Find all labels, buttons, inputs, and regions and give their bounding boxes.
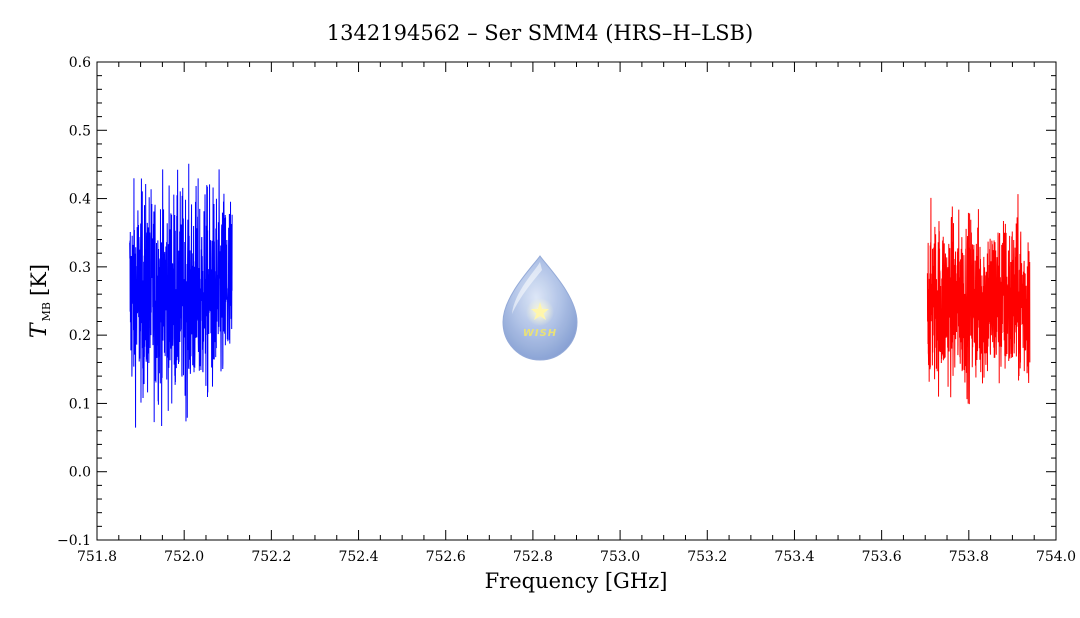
y-axis-title-unit: [K] bbox=[27, 264, 51, 296]
axis-ticks bbox=[96, 61, 1057, 541]
x-tick-labels: 751.8 752.0 752.2 752.4 752.6 752.8 753.0 753.2… bbox=[77, 549, 1076, 565]
y-tick-label: −0.1 bbox=[57, 533, 91, 549]
x-tick-label: 753.4 bbox=[774, 549, 814, 565]
star-icon bbox=[531, 302, 549, 320]
y-tick-label: 0.0 bbox=[69, 465, 91, 481]
y-tick-labels: −0.1 0.0 0.1 0.2 0.3 0.4 0.5 0.6 bbox=[57, 55, 91, 549]
x-tick-label: 753.6 bbox=[862, 549, 902, 565]
x-axis-title: Frequency [GHz] bbox=[485, 569, 668, 593]
y-tick-label: 0.4 bbox=[69, 192, 91, 208]
x-tick-label: 753.0 bbox=[600, 549, 640, 565]
x-tick-label: 752.4 bbox=[338, 549, 378, 565]
x-tick-label: 752.0 bbox=[164, 549, 204, 565]
y-axis-title-sub: MB bbox=[40, 302, 53, 321]
spectrum-series-1 bbox=[129, 163, 233, 428]
y-tick-label: 0.1 bbox=[69, 396, 91, 412]
x-tick-label: 754.0 bbox=[1036, 549, 1076, 565]
x-tick-label: 753.8 bbox=[949, 549, 989, 565]
x-tick-label: 752.6 bbox=[426, 549, 466, 565]
plot-frame bbox=[96, 61, 1057, 541]
y-tick-label: 0.2 bbox=[69, 328, 91, 344]
spectrum-series-2 bbox=[926, 194, 1031, 405]
y-axis-title-main: T bbox=[27, 321, 52, 338]
x-tick-label: 752.8 bbox=[513, 549, 553, 565]
series-layer bbox=[129, 163, 1031, 428]
logo-text: WISH bbox=[523, 328, 557, 339]
chart-title: 1342194562 – Ser SMM4 (HRS–H–LSB) bbox=[327, 21, 753, 45]
y-tick-label: 0.6 bbox=[69, 55, 91, 71]
x-tick-label: 751.8 bbox=[77, 549, 117, 565]
y-tick-label: 0.3 bbox=[69, 260, 91, 276]
y-tick-label: 0.5 bbox=[69, 123, 91, 139]
y-axis-title: TMB [K] bbox=[27, 264, 53, 338]
wish-logo: WISH bbox=[502, 255, 578, 361]
x-tick-label: 753.2 bbox=[687, 549, 727, 565]
x-tick-label: 752.2 bbox=[251, 549, 291, 565]
